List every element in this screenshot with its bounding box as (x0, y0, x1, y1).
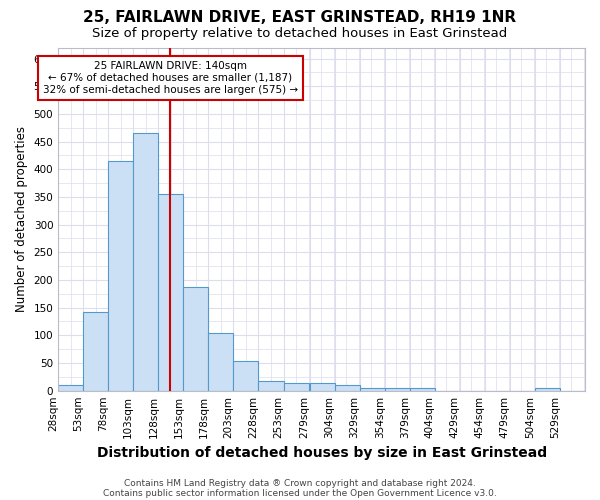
Bar (310, 384, 335, 390)
Bar (335, 385, 359, 390)
Bar (284, 383, 308, 390)
Bar (535, 388, 560, 390)
Bar (184, 287, 208, 391)
Text: 25 FAIRLAWN DRIVE: 140sqm
← 67% of detached houses are smaller (1,187)
32% of se: 25 FAIRLAWN DRIVE: 140sqm ← 67% of detac… (43, 62, 298, 94)
Bar (233, 362, 259, 390)
Text: 25, FAIRLAWN DRIVE, EAST GRINSTEAD, RH19 1NR: 25, FAIRLAWN DRIVE, EAST GRINSTEAD, RH19… (83, 10, 517, 25)
Text: Size of property relative to detached houses in East Grinstead: Size of property relative to detached ho… (92, 28, 508, 40)
Bar (158, 194, 184, 390)
Bar (133, 134, 158, 390)
Bar (58, 385, 83, 390)
Bar (359, 388, 385, 390)
Bar (410, 388, 435, 390)
Text: Contains HM Land Registry data ® Crown copyright and database right 2024.: Contains HM Land Registry data ® Crown c… (124, 478, 476, 488)
Bar (259, 380, 284, 390)
Bar (108, 161, 133, 390)
Bar (385, 388, 410, 390)
Bar (208, 332, 233, 390)
Bar (83, 312, 108, 390)
Y-axis label: Number of detached properties: Number of detached properties (15, 126, 28, 312)
X-axis label: Distribution of detached houses by size in East Grinstead: Distribution of detached houses by size … (97, 446, 547, 460)
Text: Contains public sector information licensed under the Open Government Licence v3: Contains public sector information licen… (103, 488, 497, 498)
